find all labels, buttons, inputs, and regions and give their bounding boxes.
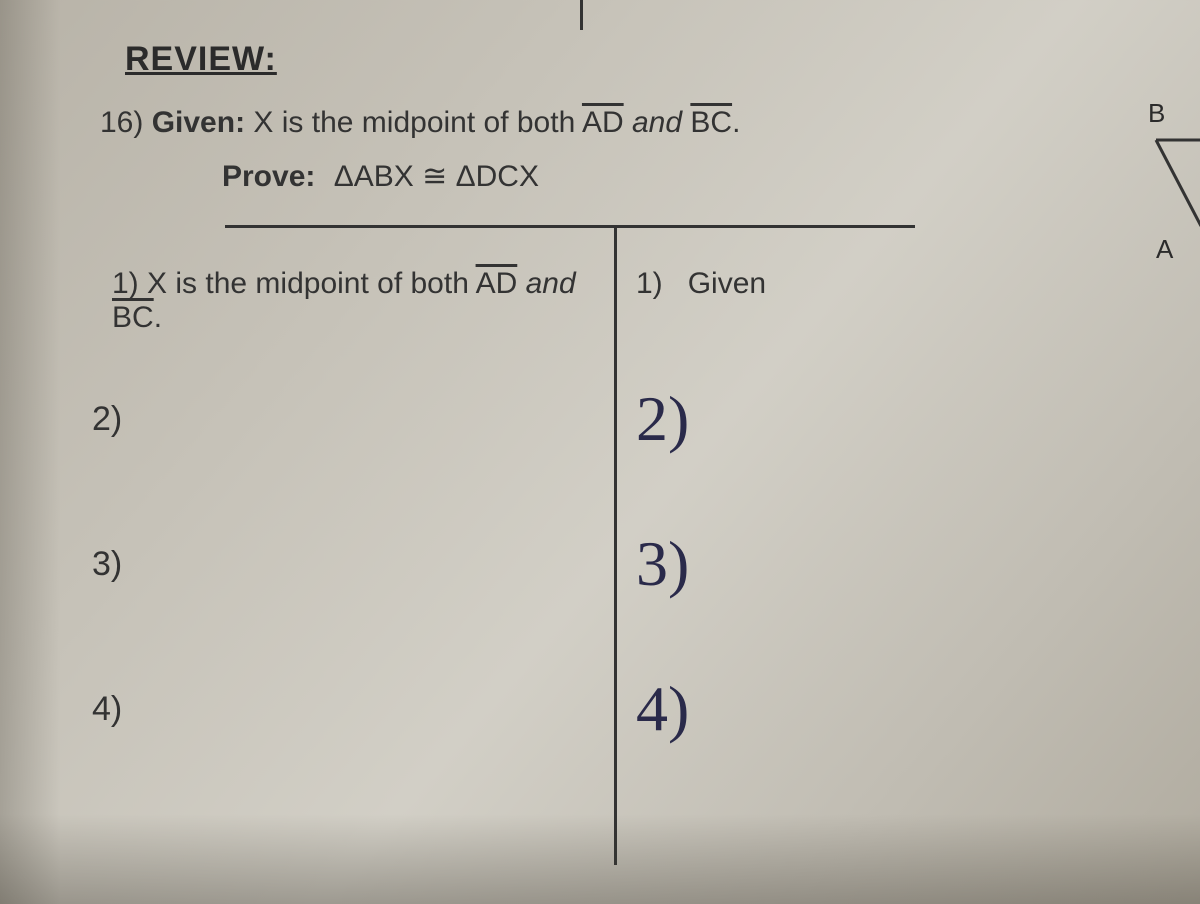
given-line: 16) Given: X is the midpoint of both AD … — [100, 99, 1200, 147]
reason-text: Given — [688, 267, 766, 300]
proof-row: 4) 4) — [0, 690, 1200, 764]
statement-2-number: 2) — [92, 400, 122, 439]
stmt-num: 1) — [112, 267, 139, 300]
reason-2-handwritten: 2) — [636, 382, 1200, 456]
reason-1: 1) Given — [636, 267, 766, 301]
prove-line: Prove: ΔABX ≅ ΔDCX — [100, 153, 1200, 201]
figure-edge-diag — [1156, 140, 1200, 226]
segment-bc: BC — [690, 106, 732, 139]
photo-shadow-bottom — [0, 814, 1200, 904]
worksheet-page: REVIEW: 16) Given: X is the midpoint of … — [0, 0, 1200, 904]
segment-ad: AD — [582, 106, 624, 139]
vertex-label-b: B — [1148, 98, 1165, 128]
problem-number: 16) — [100, 106, 143, 139]
vertex-label-a: A — [1156, 234, 1174, 264]
figure-fragment: B A — [1096, 98, 1196, 268]
reason-num: 1) — [636, 267, 663, 300]
stmt-text-pre: X is the midpoint of both — [147, 267, 476, 300]
page-top-tick — [580, 0, 583, 30]
segment-ad: AD — [476, 267, 518, 300]
proof-row: 2) 2) — [0, 400, 1200, 474]
statement-4-number: 4) — [92, 690, 122, 729]
prove-label: Prove: — [222, 160, 315, 193]
given-text-pre: X is the midpoint of both — [253, 106, 582, 139]
review-heading: REVIEW: — [125, 40, 1200, 79]
statement-3-number: 3) — [92, 545, 122, 584]
segment-bc: BC — [112, 301, 154, 334]
given-text-mid: and — [624, 106, 691, 139]
t-chart-horizontal-rule — [225, 225, 915, 228]
reason-4-handwritten: 4) — [636, 672, 1200, 746]
stmt-mid: and — [517, 267, 575, 300]
problem-16: 16) Given: X is the midpoint of both AD … — [100, 99, 1200, 201]
reason-3-handwritten: 3) — [636, 527, 1200, 601]
proof-row: 3) 3) — [0, 545, 1200, 619]
stmt-post: . — [154, 301, 162, 334]
statement-1: 1) X is the midpoint of both AD and BC. — [112, 267, 602, 335]
given-text-post: . — [732, 106, 740, 139]
given-label: Given: — [152, 106, 245, 139]
prove-text: ΔABX ≅ ΔDCX — [334, 160, 539, 193]
